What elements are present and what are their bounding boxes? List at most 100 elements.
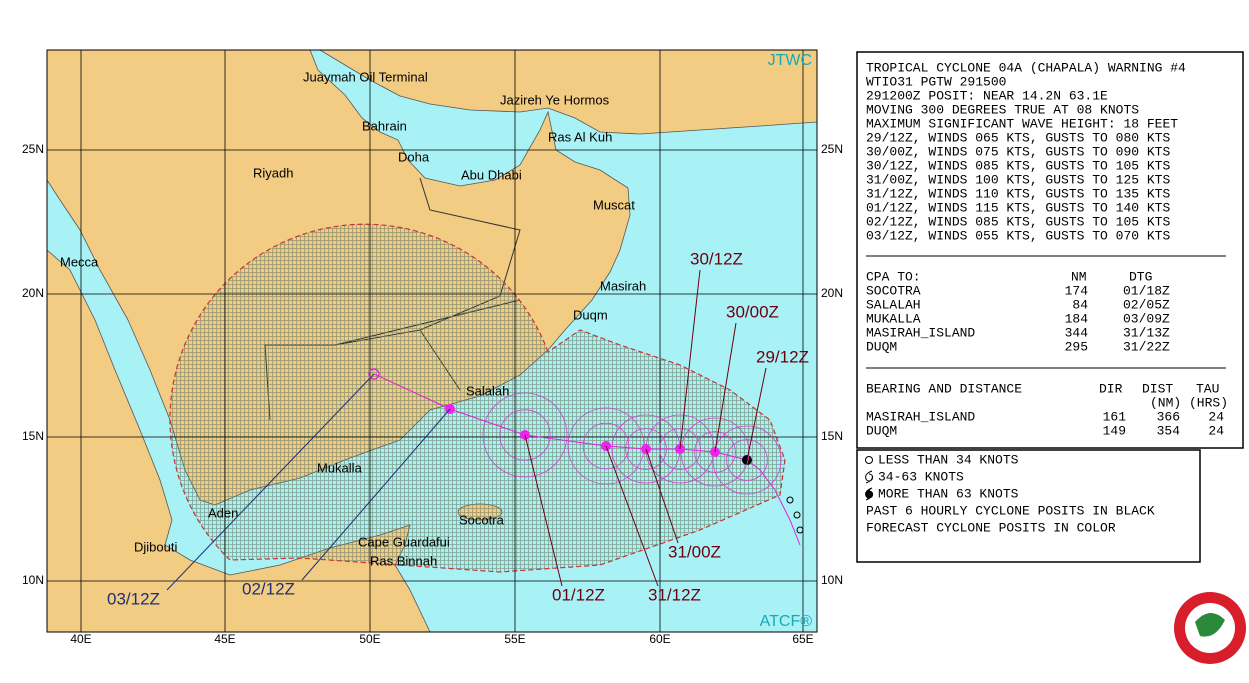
wind-radius <box>659 428 701 470</box>
bearing-subheader: (NM) <box>1150 395 1181 410</box>
forecast-label: 03/12Z <box>107 589 160 608</box>
place-label: Doha <box>398 149 430 164</box>
grid <box>47 50 817 632</box>
legend-item: 34-63 KNOTS <box>878 469 964 484</box>
place-label: Bahrain <box>362 118 407 133</box>
cpa-header: NM <box>1071 269 1087 284</box>
place-label: Ras Binnah <box>370 553 437 568</box>
legend-symbol <box>865 470 874 484</box>
wind-radius <box>567 407 645 485</box>
place-label: Riyadh <box>253 165 293 180</box>
jtwc-logo <box>1174 592 1246 664</box>
bearing-cell: 354 <box>1157 423 1181 438</box>
bearing-cell: MASIRAH_ISLAND <box>866 409 975 424</box>
forecast-label: 30/00Z <box>726 302 779 321</box>
bearing-cell: 24 <box>1208 423 1224 438</box>
cpa-cell: 84 <box>1072 297 1088 312</box>
cpa-cell: SALALAH <box>866 297 921 312</box>
map-border <box>46 49 818 633</box>
warning-line: WTIO31 PGTW 291500 <box>866 74 1006 89</box>
bearing-table: BEARING AND DISTANCE DIR DIST TAU (NM) (HRS) M… <box>866 381 1228 438</box>
legend-symbol <box>865 456 873 464</box>
land-iran <box>47 50 817 135</box>
bearing-header: DIR <box>1099 381 1123 396</box>
land-africa <box>47 249 431 632</box>
lat-label: 25N <box>821 142 843 156</box>
leader-line <box>605 445 659 587</box>
legend-item: LESS THAN 34 KNOTS <box>878 452 1019 467</box>
warning-line: 30/00Z, WINDS 075 KTS, GUSTS TO 090 KTS <box>866 144 1170 159</box>
place-label: Abu Dhabi <box>461 167 522 182</box>
cpa-cell: 184 <box>1065 311 1089 326</box>
warning-line: 31/00Z, WINDS 100 KTS, GUSTS TO 125 KTS <box>866 172 1170 187</box>
warning-line: 01/12Z, WINDS 115 KTS, GUSTS TO 140 KTS <box>866 200 1170 215</box>
lon-label: 50E <box>359 632 380 646</box>
warning-line: MOVING 300 DEGREES TRUE AT 08 KNOTS <box>866 102 1139 117</box>
lon-label: 55E <box>504 632 525 646</box>
lat-label: 10N <box>821 573 843 587</box>
bearing-cell: DUQM <box>866 423 897 438</box>
leader-line <box>166 373 375 591</box>
map-labels: Juaymah Oil Terminal Jazireh Ye Hormos Bah… <box>60 69 809 608</box>
bearing-subheader: (HRS) <box>1189 395 1228 410</box>
warning-line: 03/12Z, WINDS 055 KTS, GUSTS TO 070 KTS <box>866 228 1170 243</box>
bearing-cell: 149 <box>1103 423 1126 438</box>
warning-line: 29/12Z, WINDS 065 KTS, GUSTS TO 080 KTS <box>866 130 1170 145</box>
leader-line <box>746 367 767 461</box>
forecast-track <box>368 368 804 546</box>
forecast-label: 02/12Z <box>242 579 295 598</box>
cpa-table: CPA TO: NM DTG SOCOTRA 174 01/18Z SALALAH 84 02/… <box>866 269 1170 354</box>
place-label: Muscat <box>593 197 635 212</box>
place-label: Aden <box>208 505 238 520</box>
danger-area <box>169 223 786 573</box>
wind-radius <box>582 422 630 470</box>
cpa-cell: DUQM <box>866 339 897 354</box>
legend-note: PAST 6 HOURLY CYCLONE POSITS IN BLACK <box>866 503 1155 518</box>
lon-label: 65E <box>792 632 813 646</box>
bearing-cell: 161 <box>1103 409 1127 424</box>
cpa-cell: 344 <box>1065 325 1089 340</box>
model-label: ATCF® <box>760 613 813 630</box>
bearing-cell: 366 <box>1157 409 1180 424</box>
place-label: Salalah <box>466 383 509 398</box>
lat-label: 15N <box>22 429 44 443</box>
cpa-cell: MASIRAH_ISLAND <box>866 325 975 340</box>
wind-radius <box>694 431 736 473</box>
lon-label: 40E <box>70 632 91 646</box>
wind-radius <box>625 428 667 470</box>
leader-line <box>714 322 737 453</box>
warning-line: 31/12Z, WINDS 110 KTS, GUSTS TO 135 KTS <box>866 186 1170 201</box>
place-label: Socotra <box>459 512 505 527</box>
lat-label: 20N <box>821 286 843 300</box>
forecast-label: 29/12Z <box>756 347 809 366</box>
cpa-header: CPA TO: <box>866 269 921 284</box>
place-label: Cape Guardafui <box>358 534 450 549</box>
bearing-cell: 24 <box>1208 409 1224 424</box>
warning-text: TROPICAL CYCLONE 04A (CHAPALA) WARNING #… <box>866 60 1186 243</box>
lon-label: 60E <box>649 632 670 646</box>
place-label: Mukalla <box>317 460 363 475</box>
wind-radius <box>482 392 568 478</box>
legend-item: MORE THAN 63 KNOTS <box>878 486 1019 501</box>
past-posit <box>786 496 794 504</box>
legend: LESS THAN 34 KNOTS 34-63 KNOTS MORE THAN 6… <box>865 452 1155 535</box>
legend-symbol <box>865 487 874 501</box>
place-label: Jazireh Ye Hormos <box>500 92 610 107</box>
place-label: Duqm <box>573 307 608 322</box>
lat-label: 15N <box>821 429 843 443</box>
warning-line: 02/12Z, WINDS 085 KTS, GUSTS TO 105 KTS <box>866 214 1170 229</box>
warning-line: MAXIMUM SIGNIFICANT WAVE HEIGHT: 18 FEET <box>866 116 1178 131</box>
track-line <box>373 373 801 546</box>
place-label: Ras Al Kuh <box>548 129 612 144</box>
cpa-cell: 03/09Z <box>1123 311 1170 326</box>
leader-line <box>645 448 679 544</box>
forecast-posit <box>368 368 380 380</box>
cpa-cell: SOCOTRA <box>866 283 921 298</box>
legend-box <box>856 449 1201 563</box>
forecast-label: 31/00Z <box>668 542 721 561</box>
leader-line <box>301 408 451 581</box>
axis-labels: 25N 25N 20N 20N 15N 15N 10N 10N 40E 45E 50E 55E 60E 6… <box>22 142 843 646</box>
place-label: Masirah <box>600 278 646 293</box>
